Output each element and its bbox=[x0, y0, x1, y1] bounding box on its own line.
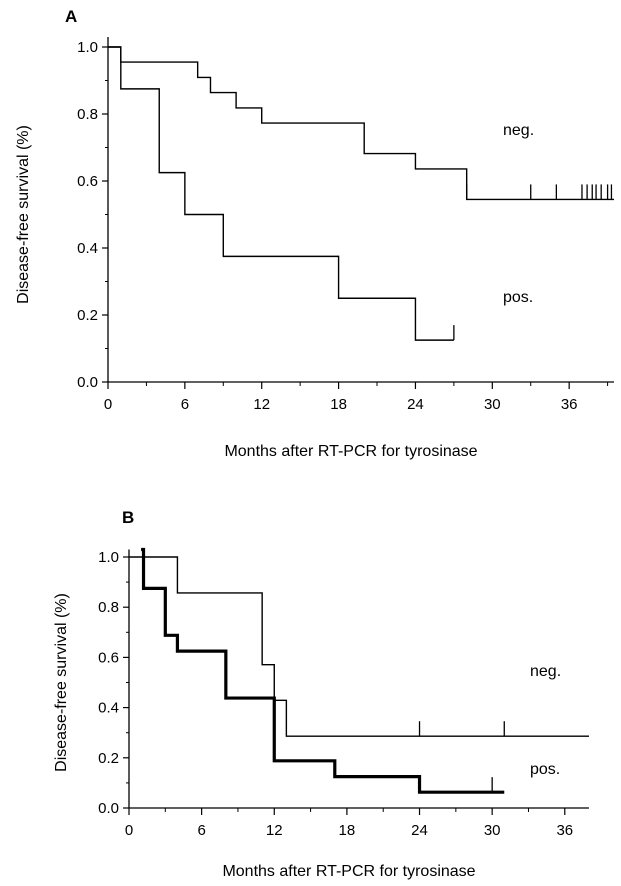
x-tick-label: 6 bbox=[197, 822, 205, 839]
series-label: neg. bbox=[530, 663, 561, 680]
x-tick-label: 30 bbox=[484, 396, 501, 413]
series-line bbox=[108, 46, 454, 341]
y-tick-label: 0.8 bbox=[98, 599, 119, 616]
series-label: neg. bbox=[503, 122, 534, 139]
x-tick-label: 0 bbox=[125, 822, 133, 839]
x-tick-label: 18 bbox=[330, 396, 347, 413]
x-axis-title: Months after RT-PCR for tyrosinase bbox=[224, 443, 477, 460]
x-tick-label: 12 bbox=[253, 396, 270, 413]
x-tick-label: 36 bbox=[556, 822, 573, 839]
y-tick-label: 0.8 bbox=[77, 106, 98, 123]
y-tick-label: 0.4 bbox=[98, 700, 119, 717]
y-tick-label: 1.0 bbox=[77, 39, 98, 56]
y-tick-label: 0.6 bbox=[98, 649, 119, 666]
panel-a-chart: A 0.0 0.2 0.4 0.6 0.8 1.0 0 6 12 18 24 30 36 Months af… bbox=[15, 7, 614, 460]
x-tick-label: 24 bbox=[411, 822, 428, 839]
y-tick-label: 1.0 bbox=[98, 549, 119, 566]
x-tick-label: 30 bbox=[484, 822, 501, 839]
y-tick-label: 0.2 bbox=[98, 750, 119, 767]
y-tick-label: 0.6 bbox=[77, 173, 98, 190]
x-tick-label: 6 bbox=[181, 396, 189, 413]
x-tick-label: 36 bbox=[561, 396, 578, 413]
y-tick-label: 0.2 bbox=[77, 307, 98, 324]
panel-letter: B bbox=[122, 508, 134, 527]
x-tick-label: 18 bbox=[339, 822, 356, 839]
panel-letter: A bbox=[65, 7, 77, 26]
x-tick-label: 0 bbox=[104, 396, 112, 413]
panel-b-chart: B 0.0 0.2 0.4 0.6 0.8 1.0 0 6 12 18 24 30 36 Months af… bbox=[53, 508, 589, 880]
series-line bbox=[129, 556, 589, 737]
series-label: pos. bbox=[530, 761, 560, 778]
x-tick-label: 24 bbox=[407, 396, 424, 413]
y-axis-title: Disease-free survival (%) bbox=[53, 593, 70, 772]
y-tick-label: 0.4 bbox=[77, 240, 98, 257]
series-label: pos. bbox=[503, 289, 533, 306]
series-line bbox=[108, 46, 614, 201]
y-tick-label: 0.0 bbox=[98, 800, 119, 817]
series-line bbox=[141, 547, 505, 794]
x-tick-label: 12 bbox=[266, 822, 283, 839]
y-tick-label: 0.0 bbox=[77, 374, 98, 391]
x-axis-title: Months after RT-PCR for tyrosinase bbox=[222, 863, 475, 880]
y-axis-title: Disease-free survival (%) bbox=[15, 125, 32, 304]
